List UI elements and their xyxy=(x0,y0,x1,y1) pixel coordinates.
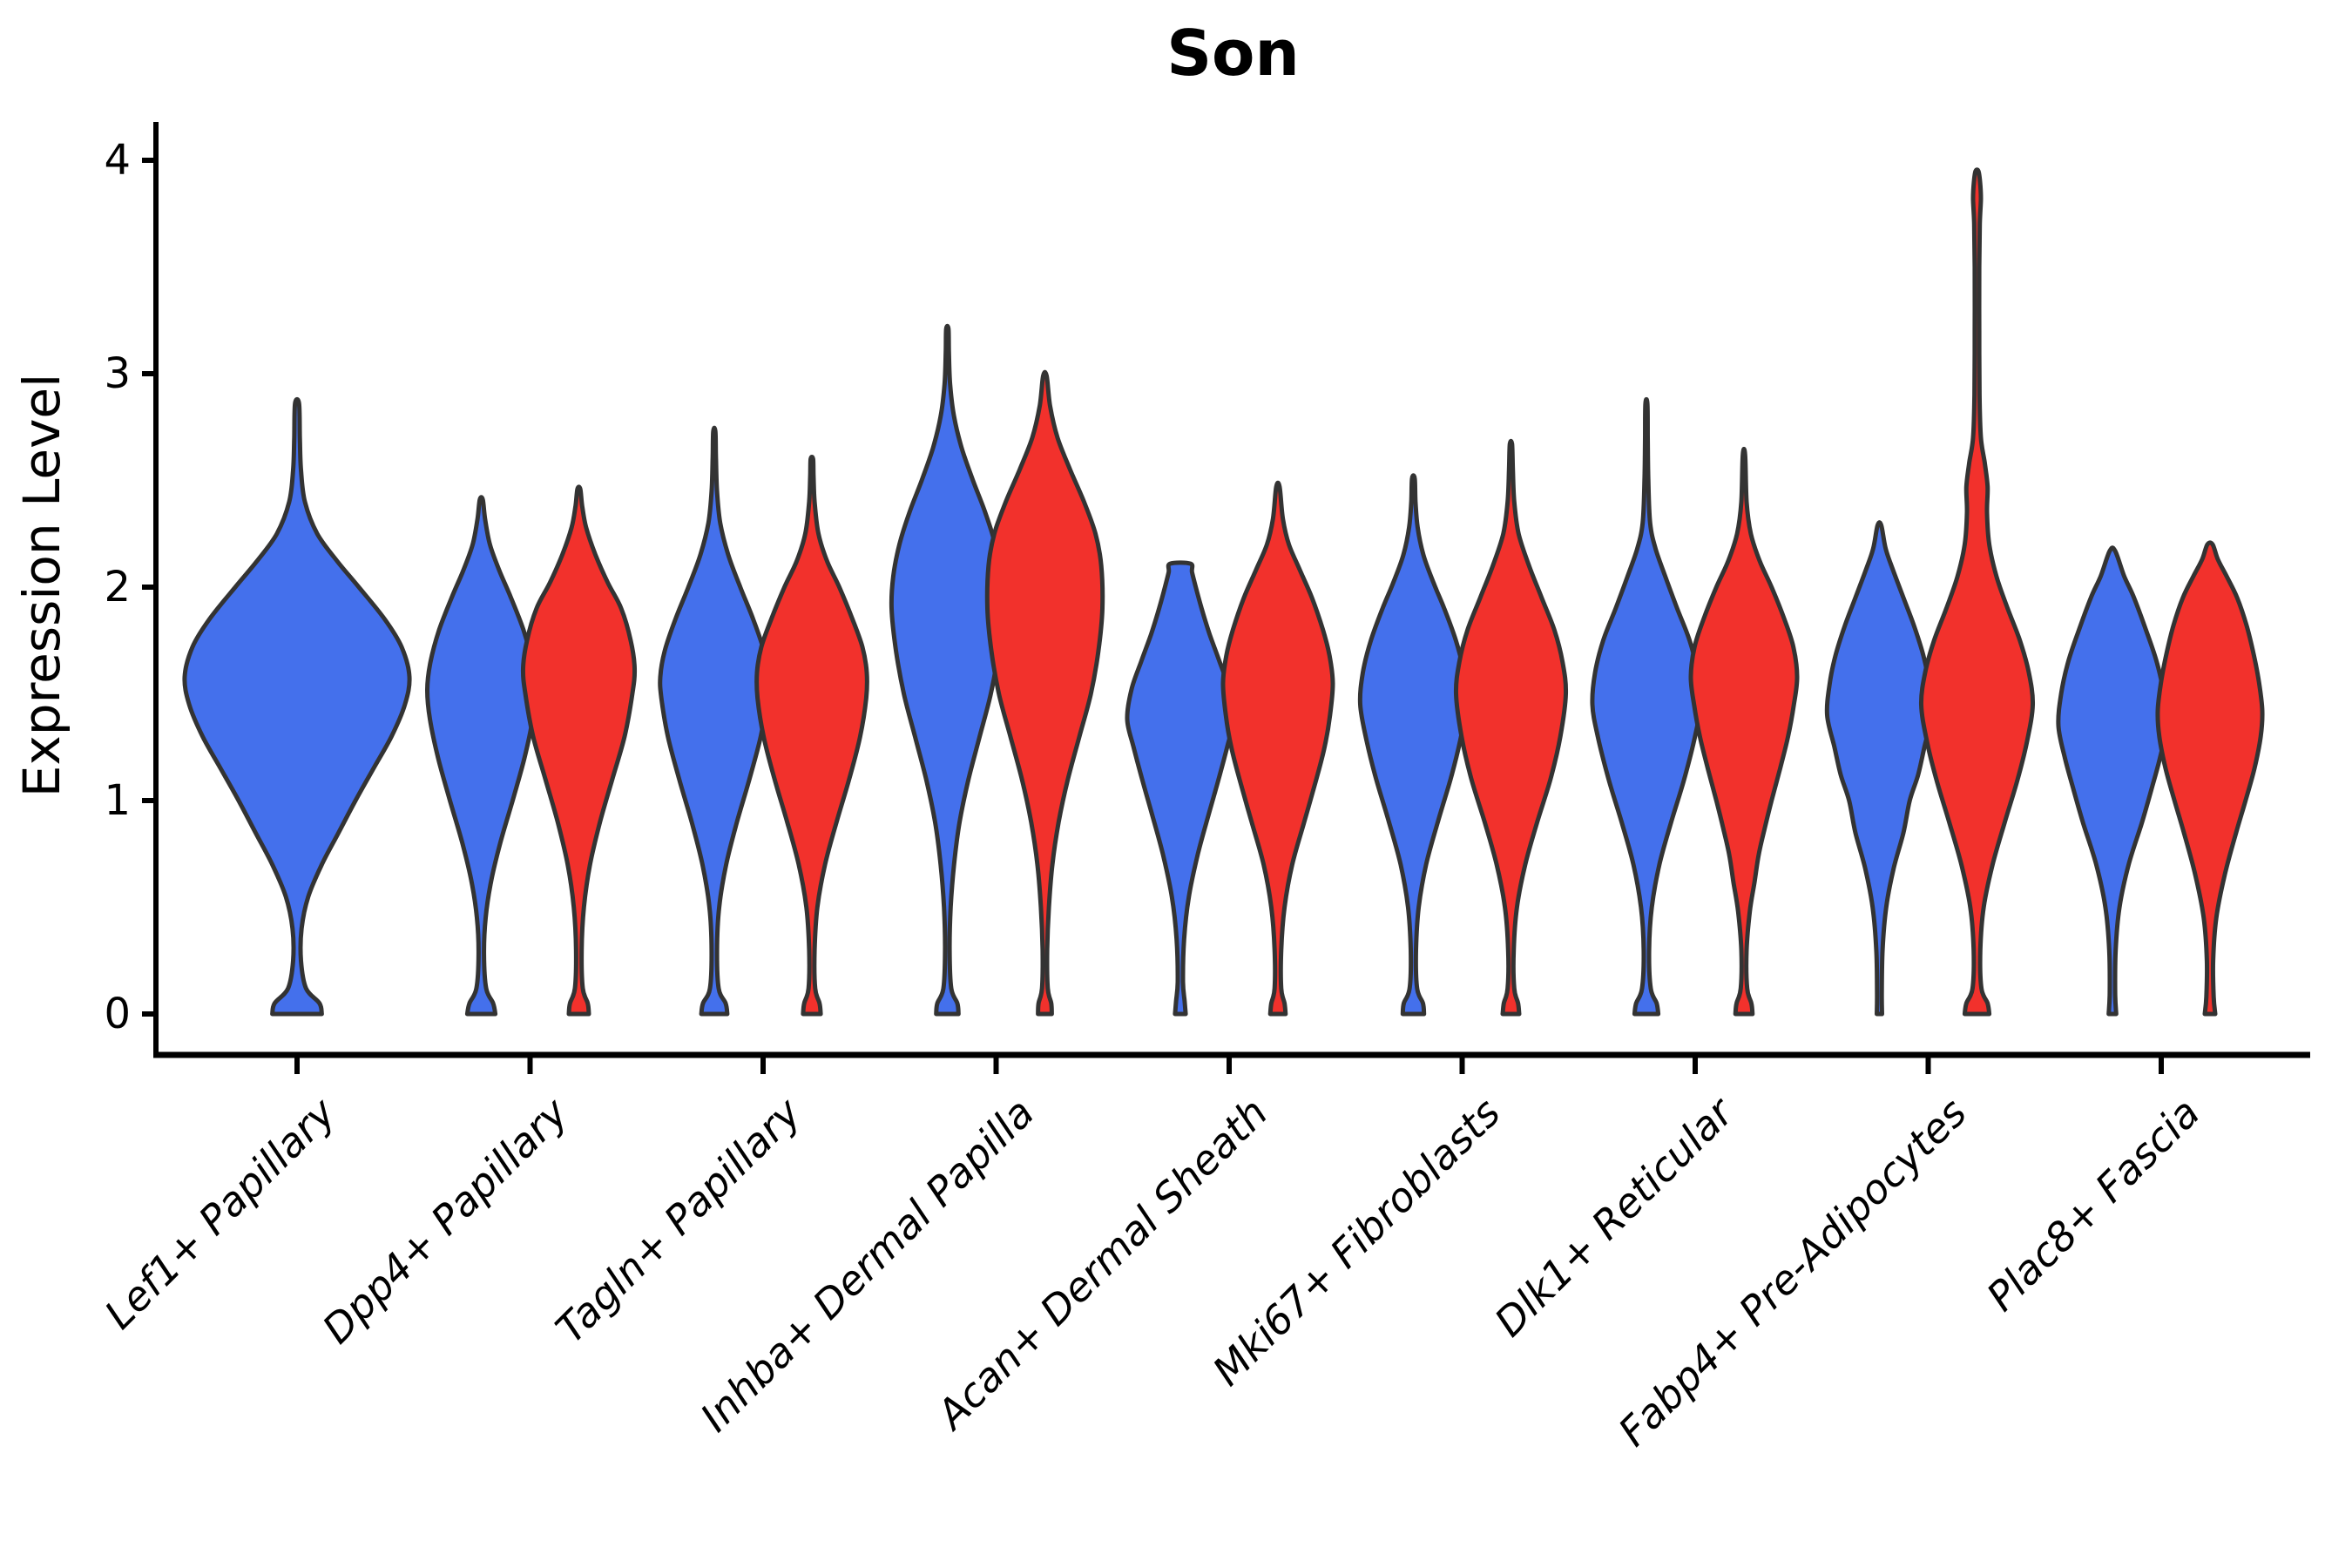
violin-lef1-papillary-blue xyxy=(182,396,412,1017)
violin-mki67-fibroblasts-blue xyxy=(1357,473,1470,1017)
violin-tagln-papillary-blue xyxy=(658,425,771,1017)
y-tick-label-3: 3 xyxy=(104,349,131,398)
violin-inhba-dermal-papilla-red xyxy=(984,369,1105,1017)
y-tick-label-1: 1 xyxy=(104,776,131,825)
violin-plac8-fascia-blue xyxy=(2056,545,2169,1017)
y-tick-label-2: 2 xyxy=(104,563,131,612)
y-tick-label-0: 0 xyxy=(104,990,131,1038)
violin-plac8-fascia-red xyxy=(2155,540,2265,1017)
violin-dpp4-papillary-blue xyxy=(424,495,538,1017)
violin-fabp4-pre-adipocytes-red xyxy=(1918,167,2036,1017)
axes-layer xyxy=(142,122,2310,1074)
chart-title: Son xyxy=(1166,17,1300,90)
violin-tagln-papillary-red xyxy=(754,455,869,1017)
violins-layer xyxy=(182,167,2265,1017)
violin-acan-dermal-sheath-blue xyxy=(1125,560,1236,1017)
violin-dlk1-reticular-blue xyxy=(1590,396,1703,1017)
y-tick-label-4: 4 xyxy=(104,136,131,185)
violin-dlk1-reticular-red xyxy=(1688,446,1800,1017)
violin-acan-dermal-sheath-red xyxy=(1220,480,1335,1017)
violin-dpp4-papillary-red xyxy=(520,484,638,1017)
violin-fabp4-pre-adipocytes-blue xyxy=(1824,520,1935,1017)
violin-mki67-fibroblasts-red xyxy=(1453,438,1569,1017)
violin-inhba-dermal-papilla-blue xyxy=(889,323,1006,1017)
